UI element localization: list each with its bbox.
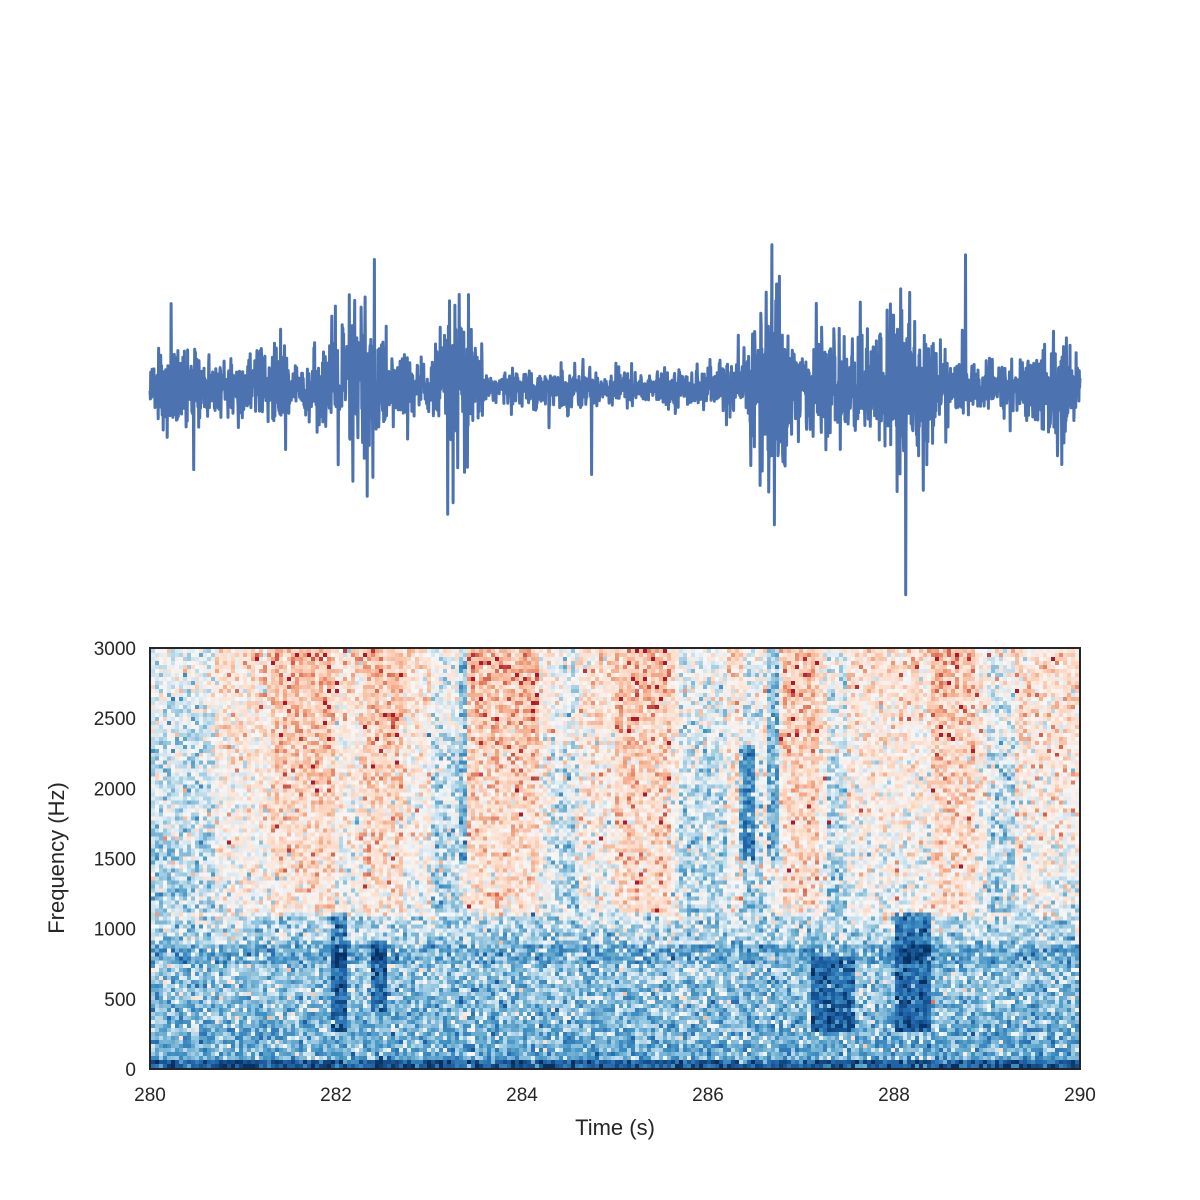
waveform-plot [148,243,1082,597]
y-tick-label: 500 [104,990,136,1011]
y-tick-label: 1000 [94,920,136,941]
x-tick-label: 282 [320,1085,352,1106]
y-tick-labels: 0 500 1000 1500 2000 2500 3000 [94,639,136,1081]
x-tick-label: 288 [878,1085,910,1106]
y-tick-label: 2500 [94,709,136,730]
y-tick-label: 0 [125,1060,136,1081]
x-tick-labels: 280 282 284 286 288 290 [134,1085,1096,1106]
spectrogram-axes: 280 282 284 286 288 290 0 500 1000 1500 2000 2500 3… [44,639,1096,1140]
spectrogram-heatmap [151,649,1079,1068]
y-tick-label: 1500 [94,850,136,871]
y-tick-label: 3000 [94,639,136,660]
x-tick-label: 290 [1064,1085,1096,1106]
x-tick-label: 284 [506,1085,538,1106]
x-tick-label: 280 [134,1085,166,1106]
x-tick-label: 286 [692,1085,724,1106]
x-axis-label: Time (s) [575,1115,655,1140]
spectrogram-frame [149,647,1081,1070]
y-tick-label: 2000 [94,779,136,800]
y-axis-label: Frequency (Hz) [44,782,69,934]
waveform-line [148,243,1082,597]
